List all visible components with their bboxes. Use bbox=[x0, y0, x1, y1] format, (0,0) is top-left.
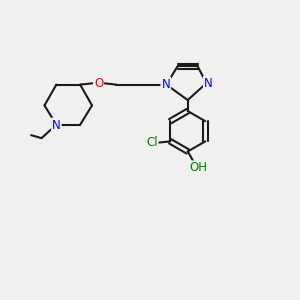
Text: N: N bbox=[161, 77, 170, 91]
Text: Cl: Cl bbox=[146, 136, 158, 149]
Text: N: N bbox=[204, 76, 213, 90]
Text: O: O bbox=[94, 76, 103, 90]
Text: OH: OH bbox=[189, 161, 207, 174]
Text: N: N bbox=[52, 118, 61, 131]
